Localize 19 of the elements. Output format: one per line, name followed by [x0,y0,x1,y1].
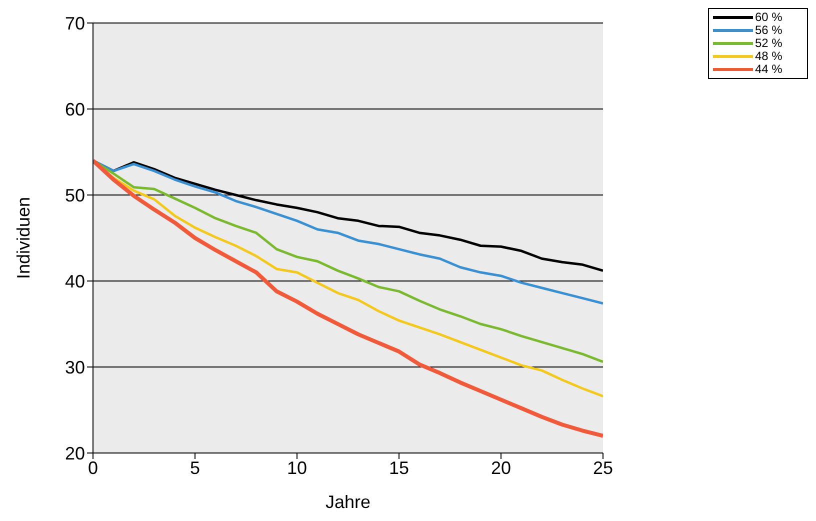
x-tick-label: 25 [592,458,614,478]
x-tick-label: 5 [190,458,200,478]
y-tick-label: 20 [64,443,85,464]
y-tick-label: 30 [64,357,85,378]
y-tick-label: 70 [64,13,85,34]
legend-label: 44 % [755,62,782,76]
y-tick-label: 50 [64,185,85,206]
x-tick-label: 15 [388,458,410,478]
x-tick-label: 10 [286,458,308,478]
y-axis-title: Individuen [13,196,34,280]
y-tick-label: 40 [64,271,85,292]
legend-label: 56 % [755,23,782,37]
x-axis-title: Jahre [325,492,371,512]
legend-label: 60 % [755,10,782,24]
legend-label: 52 % [755,36,782,50]
legend-label: 48 % [755,49,782,63]
y-tick-label: 60 [64,99,85,120]
x-tick-label: 20 [490,458,512,478]
x-tick-label: 0 [88,458,98,478]
